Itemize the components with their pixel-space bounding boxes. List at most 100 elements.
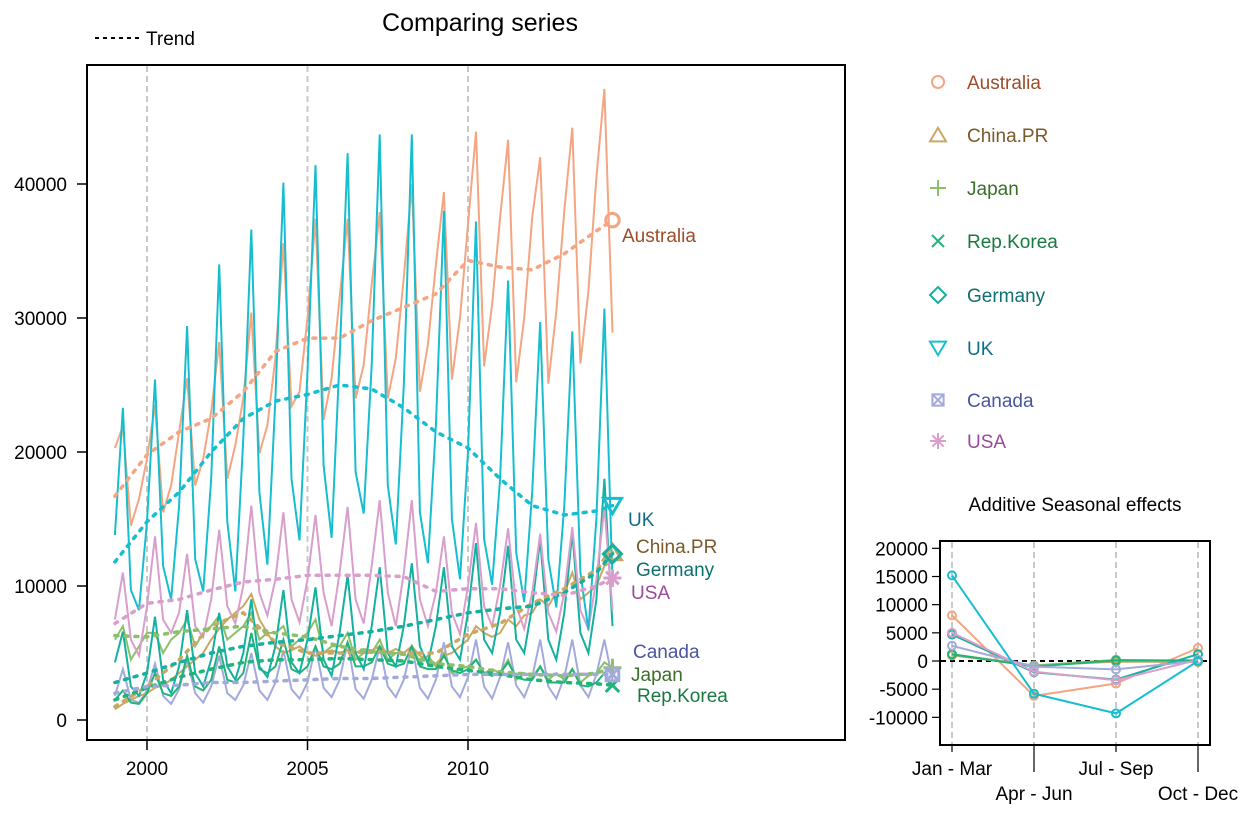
y-tick-label: 0 [56,711,67,732]
square-x-shape [604,666,621,683]
seasonal-point [947,570,957,581]
circle-legend-icon [931,75,945,89]
legend: Australia China.PR Japan Rep.Korea Germany UK… [928,73,1058,453]
x-tick-label: 2010 [447,759,489,780]
seasonal-line-uk [951,574,1199,715]
seasonal-point [1029,666,1039,677]
series-line-canada [113,639,614,706]
legend-label: China.PR [967,126,1048,147]
series-line-australia [113,88,614,526]
cross-shape [931,234,945,248]
inset-y-tick-label: 10000 [875,596,928,617]
trend-line-uk [113,383,615,564]
trend-line-rep-korea [113,656,615,702]
seasonal-point [947,627,957,638]
triangle-end-marker [600,541,625,562]
plus-legend-icon [930,180,946,196]
inset-plot-frame [939,540,1211,746]
seasonal-point [947,640,957,651]
inset-y-tick-label: 5000 [886,624,928,645]
series-line-germany [113,478,614,698]
series-end-label: Rep.Korea [637,686,728,707]
main-series [113,88,625,711]
seasonal-point [1111,675,1121,686]
series-end-label: Australia [622,226,696,247]
seasonal-line-canada [951,644,1199,671]
trend-legend-label: Trend [146,29,195,50]
legend-item: Canada [931,391,1034,412]
asterisk-legend-icon [930,433,946,449]
legend-label: Canada [967,391,1034,412]
inset-y-tick-label: 0 [917,652,928,673]
triangle-shape [600,541,625,562]
inset-x-tick-label: Jan - Mar [912,759,993,780]
diamond-shape [928,285,948,305]
legend-label: Germany [967,286,1046,307]
inset-y-tick-label: 15000 [875,568,928,589]
seasonal-point [1193,656,1203,666]
triangle-down-shape [928,340,948,358]
seasonal-point [1111,708,1121,719]
legend-label: Japan [967,179,1019,200]
diamond-end-marker [601,542,624,565]
series-end-label: Germany [636,560,715,581]
series-end-label: UK [628,510,655,531]
diamond-shape [601,542,624,565]
inset-x-tick-label: Oct - Dec [1158,784,1238,805]
inset-y-tick-label: 20000 [875,539,928,560]
square-x-shape [931,393,945,407]
circle-end-marker [604,211,621,229]
legend-item: Japan [930,179,1019,200]
legend-label: Australia [967,73,1041,94]
square-x-end-marker [604,666,621,683]
seasonal-line-rep-korea [951,653,1198,668]
seasonal-point [1111,664,1121,675]
asterisk-shape [603,568,622,587]
legend-item: UK [928,339,994,360]
trend-line-usa [113,573,615,626]
main-plot-frame [86,64,846,741]
x-tick-label: 2005 [286,759,328,780]
seasonal-point [1111,655,1121,666]
triangle-down-shape [600,496,625,517]
seasonal-point [947,610,957,621]
series-end-label: Japan [631,665,683,686]
asterisk-end-marker [603,568,622,587]
legend-item: Australia [931,73,1041,94]
y-tick-label: 30000 [14,309,67,330]
seasonal-line-usa [951,631,1199,682]
legend-item: Germany [928,285,1046,307]
triangle-down-end-marker [600,496,625,517]
inset-title: Additive Seasonal effects [968,495,1181,516]
series-line-uk [113,134,614,631]
legend-item: China.PR [928,125,1048,147]
seasonal-point [1193,649,1203,660]
triangle-legend-icon [928,125,948,143]
legend-label: USA [967,432,1006,453]
inset-y-tick-label: -10000 [869,708,928,729]
inset-x-tick-label: Apr - Jun [995,784,1072,805]
cross-legend-icon [931,234,945,248]
diamond-legend-icon [928,285,948,305]
main-grid [146,66,469,739]
inset-x-tick-label: Jul - Sep [1079,759,1154,780]
trend-legend: Trend [95,29,195,50]
x-tick-label: 2000 [126,759,168,780]
trend-line-australia [113,218,615,498]
y-tick-label: 10000 [14,577,67,598]
triangle-shape [928,125,948,143]
seasonal-point [1029,688,1039,699]
legend-label: Rep.Korea [967,232,1058,253]
legend-label: UK [967,339,994,360]
y-tick-label: 20000 [14,443,67,464]
trend-line-germany [113,552,615,685]
asterisk-shape [930,433,946,449]
circle-shape [931,75,945,89]
legend-item: Rep.Korea [931,232,1058,253]
square-x-legend-icon [931,393,945,407]
series-end-label: Canada [633,642,700,663]
y-tick-label: 40000 [14,175,67,196]
